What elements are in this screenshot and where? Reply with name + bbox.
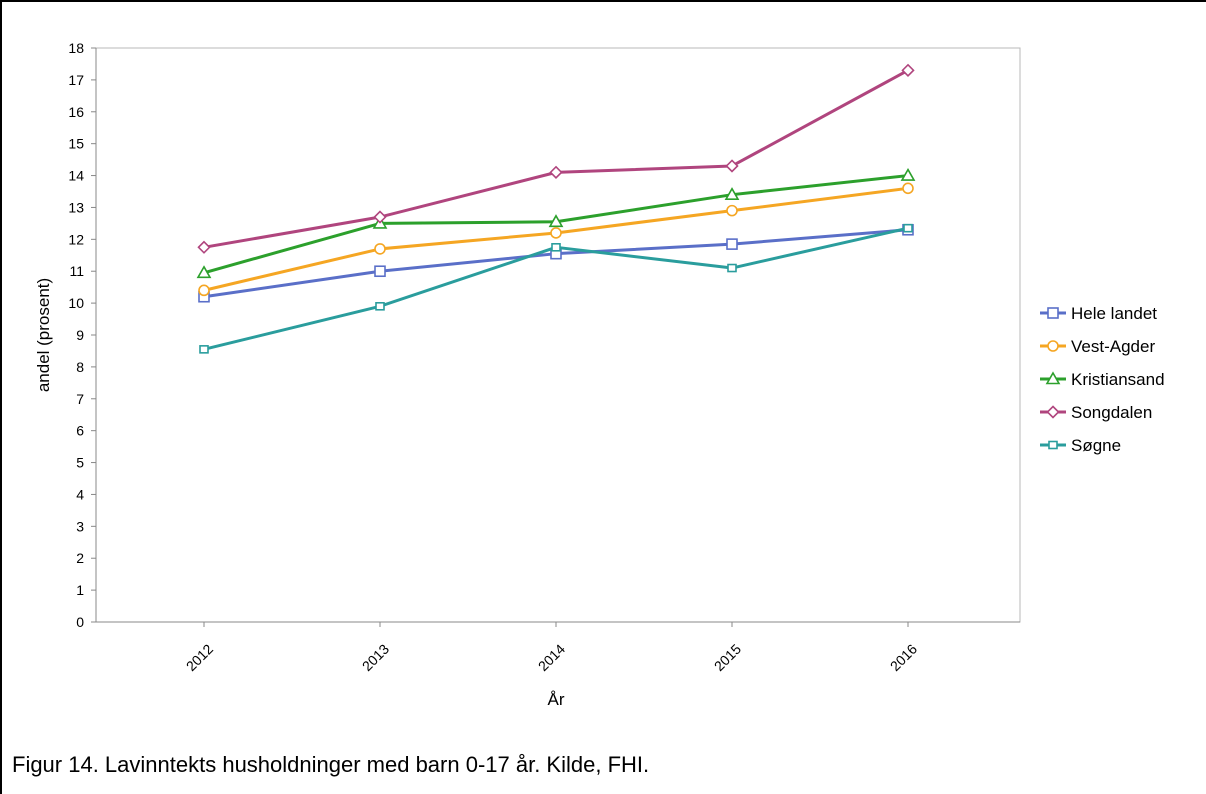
legend-item: Songdalen [1040, 403, 1152, 422]
y-tick-label: 14 [68, 168, 84, 184]
data-point [199, 345, 209, 354]
y-tick-label: 18 [68, 40, 84, 56]
y-tick-label: 2 [76, 550, 84, 566]
legend-label: Songdalen [1071, 403, 1152, 422]
data-point [726, 238, 738, 250]
y-tick-label: 1 [76, 582, 84, 598]
legend-marker [1047, 340, 1059, 352]
legend-label: Hele landet [1071, 304, 1157, 323]
legend-item: Hele landet [1040, 304, 1157, 323]
y-tick-label: 5 [76, 455, 84, 471]
data-point [549, 165, 563, 179]
x-tick-label: 2013 [359, 641, 392, 674]
x-axis-label: År [548, 690, 565, 709]
legend-marker [1046, 405, 1060, 419]
data-point [727, 263, 737, 273]
y-tick-label: 16 [68, 104, 84, 120]
y-tick-label: 10 [68, 295, 84, 311]
legend-label: Kristiansand [1071, 370, 1165, 389]
x-axis-ticks: 2012 2013 2014 2015 2016 [183, 622, 920, 674]
y-tick-label: 12 [68, 231, 84, 247]
y-tick-label: 7 [76, 391, 84, 407]
legend-marker [1048, 440, 1058, 450]
plot-area [95, 47, 1021, 623]
x-tick-label: 2012 [183, 641, 216, 674]
data-point [374, 243, 386, 255]
data-point [903, 223, 913, 233]
data-point [900, 167, 916, 181]
figure-caption: Figur 14. Lavinntekts husholdninger med … [12, 752, 650, 777]
data-point [551, 243, 561, 252]
data-point [197, 240, 211, 254]
data-point [901, 63, 915, 77]
data-point [726, 204, 738, 217]
series-4 [199, 223, 913, 354]
x-tick-label: 2014 [535, 641, 568, 674]
x-tick-label: 2015 [711, 641, 744, 674]
y-tick-label: 0 [76, 614, 84, 630]
series-1 [198, 182, 914, 297]
y-axis-label: andel (prosent) [34, 278, 53, 392]
data-point [375, 301, 385, 311]
data-point [724, 187, 740, 200]
x-tick-label: 2016 [887, 641, 920, 674]
y-tick-label: 15 [68, 136, 84, 152]
y-tick-label: 17 [68, 72, 84, 88]
legend-label: Vest-Agder [1071, 337, 1155, 356]
legend: Hele landet Vest-Agder Kristiansand Songdal… [1040, 304, 1165, 455]
data-point [196, 265, 212, 279]
y-tick-label: 3 [76, 518, 84, 534]
data-point [902, 182, 914, 195]
y-tick-label: 11 [69, 263, 84, 279]
data-point [374, 265, 386, 278]
legend-item: Søgne [1040, 436, 1121, 455]
y-tick-label: 6 [76, 423, 84, 439]
series-lines [196, 63, 916, 354]
data-point [550, 227, 562, 239]
data-point [725, 159, 739, 173]
y-tick-label: 9 [76, 327, 84, 343]
y-tick-label: 4 [76, 486, 84, 502]
legend-item: Kristiansand [1040, 370, 1165, 389]
legend-marker [1047, 307, 1059, 319]
data-point [548, 214, 564, 228]
axes [95, 47, 1021, 623]
y-tick-label: 13 [68, 199, 84, 215]
data-point [198, 284, 210, 297]
series-3 [197, 63, 915, 254]
legend-label: Søgne [1071, 436, 1121, 455]
y-tick-label: 8 [76, 359, 84, 375]
legend-marker [1045, 371, 1061, 385]
data-point [373, 210, 387, 224]
legend-item: Vest-Agder [1040, 337, 1155, 356]
